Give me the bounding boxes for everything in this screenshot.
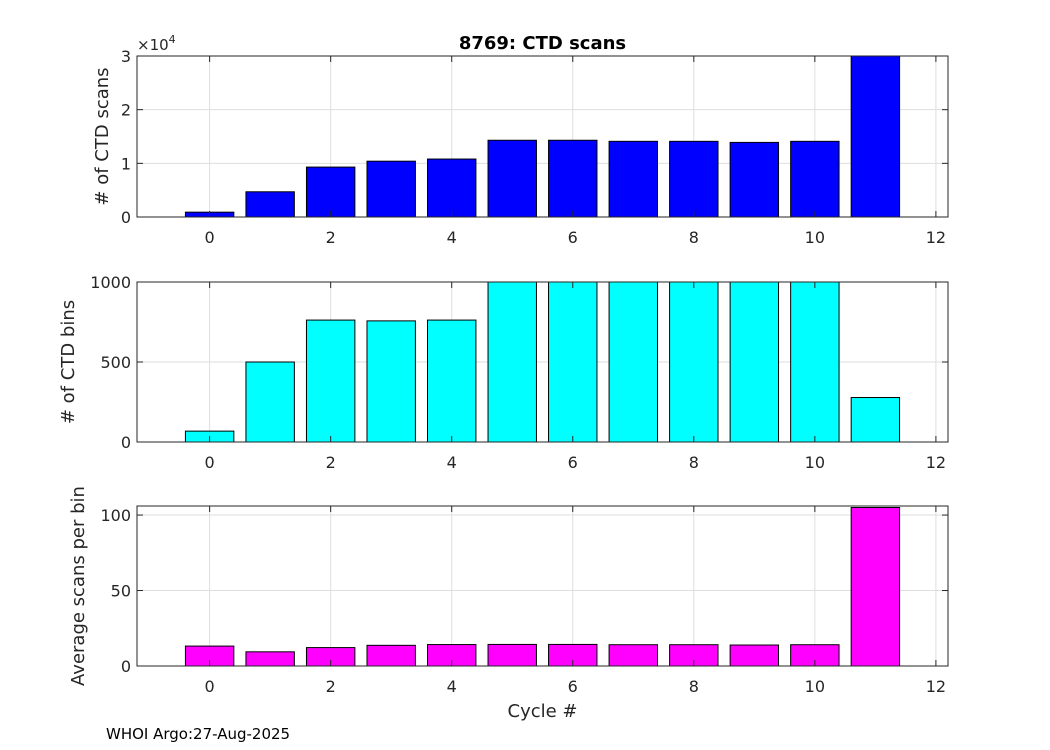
y-axis-label: # of CTD bins xyxy=(58,300,79,424)
x-tick-label: 6 xyxy=(568,228,578,247)
axes-background xyxy=(137,506,948,666)
bar-cycle-8 xyxy=(669,281,719,443)
x-tick-label: 8 xyxy=(689,453,699,472)
x-tick-label: 8 xyxy=(689,228,699,247)
bar-cycle-1 xyxy=(245,651,295,667)
x-tick-label: 0 xyxy=(205,677,215,696)
bar-cycle-2 xyxy=(305,166,356,218)
x-tick-label: 10 xyxy=(805,453,825,472)
bar-cycle-7 xyxy=(608,140,658,218)
x-tick-label: 10 xyxy=(805,228,825,247)
bar-cycle-9 xyxy=(729,281,780,443)
x-tick-label: 2 xyxy=(326,228,336,247)
bar-cycle-3 xyxy=(366,644,416,667)
y-tick-label: 0 xyxy=(121,208,131,227)
x-tick-label: 12 xyxy=(926,453,946,472)
x-tick-label: 4 xyxy=(447,228,457,247)
x-tick-label: 10 xyxy=(805,677,825,696)
chart-title: 8769: CTD scans xyxy=(459,33,626,54)
bar-cycle-3 xyxy=(366,320,416,443)
y-tick-label: 100 xyxy=(100,506,131,525)
x-tick-label: 8 xyxy=(689,677,699,696)
bar-cycle-10 xyxy=(790,140,840,218)
y-tick-label: 0 xyxy=(121,433,131,452)
x-tick-label: 2 xyxy=(326,453,336,472)
y-tick-label: 0 xyxy=(121,657,131,676)
bar-cycle-3 xyxy=(366,160,416,218)
bar-cycle-5 xyxy=(487,643,537,667)
y-axis-label: # of CTD scans xyxy=(92,67,113,205)
bar-cycle-8 xyxy=(669,140,719,218)
x-tick-label: 4 xyxy=(447,453,457,472)
x-tick-label: 12 xyxy=(926,228,946,247)
y-tick-label: 2 xyxy=(121,101,131,120)
y-tick-label: 1 xyxy=(121,154,131,173)
bar-cycle-7 xyxy=(608,644,658,667)
bar-cycle-7 xyxy=(608,281,658,443)
bar-cycle-6 xyxy=(548,281,598,443)
bar-cycle-11 xyxy=(850,397,901,443)
x-axis-label: Cycle # xyxy=(508,701,578,722)
x-tick-label: 0 xyxy=(205,228,215,247)
bar-cycle-1 xyxy=(245,191,295,218)
axes-box xyxy=(136,55,949,218)
bar-cycle-5 xyxy=(487,139,537,218)
bar-cycle-6 xyxy=(548,139,598,218)
y-tick-label: 50 xyxy=(111,582,131,601)
y-tick-label: 3 xyxy=(121,47,131,66)
bar-cycle-9 xyxy=(729,141,780,218)
y-tick-label: 1000 xyxy=(90,273,131,292)
subplot-3: 0 2 4 6 8 10 12 0 50 100 Average scans per bin Cycl… xyxy=(68,486,949,722)
subplot-2: 0 2 4 6 8 10 12 0 500 1000 # of CTD bins xyxy=(58,273,949,472)
bar-cycle-5 xyxy=(487,281,537,443)
y-exponent-label: ×104 xyxy=(137,33,176,54)
bar-cycle-10 xyxy=(790,281,840,443)
bar-cycle-2 xyxy=(305,319,356,443)
bar-cycle-4 xyxy=(427,319,477,443)
axes-box xyxy=(136,505,949,667)
x-tick-label: 12 xyxy=(926,677,946,696)
x-tick-label: 0 xyxy=(205,453,215,472)
footer-text: WHOI Argo:27-Aug-2025 xyxy=(106,725,291,743)
bar-cycle-11 xyxy=(850,507,901,667)
x-tick-label: 6 xyxy=(568,677,578,696)
y-axis-label: Average scans per bin xyxy=(68,486,89,686)
bar-cycle-4 xyxy=(427,158,477,218)
bar-cycle-9 xyxy=(729,644,780,667)
bar-cycle-11 xyxy=(850,55,901,218)
x-tick-label: 4 xyxy=(447,677,457,696)
y-tick-label: 500 xyxy=(100,353,131,372)
bar-cycle-1 xyxy=(245,361,295,443)
x-tick-label: 6 xyxy=(568,453,578,472)
x-tick-label: 2 xyxy=(326,677,336,696)
